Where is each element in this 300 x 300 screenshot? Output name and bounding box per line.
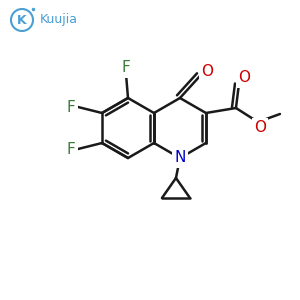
Text: Kuujia: Kuujia <box>40 14 78 26</box>
Text: K: K <box>17 14 27 26</box>
Text: F: F <box>67 100 75 115</box>
Text: O: O <box>201 64 213 79</box>
Text: F: F <box>67 142 75 157</box>
Text: O: O <box>254 121 266 136</box>
Text: O: O <box>238 70 250 86</box>
Text: F: F <box>122 61 130 76</box>
Text: N: N <box>174 151 186 166</box>
